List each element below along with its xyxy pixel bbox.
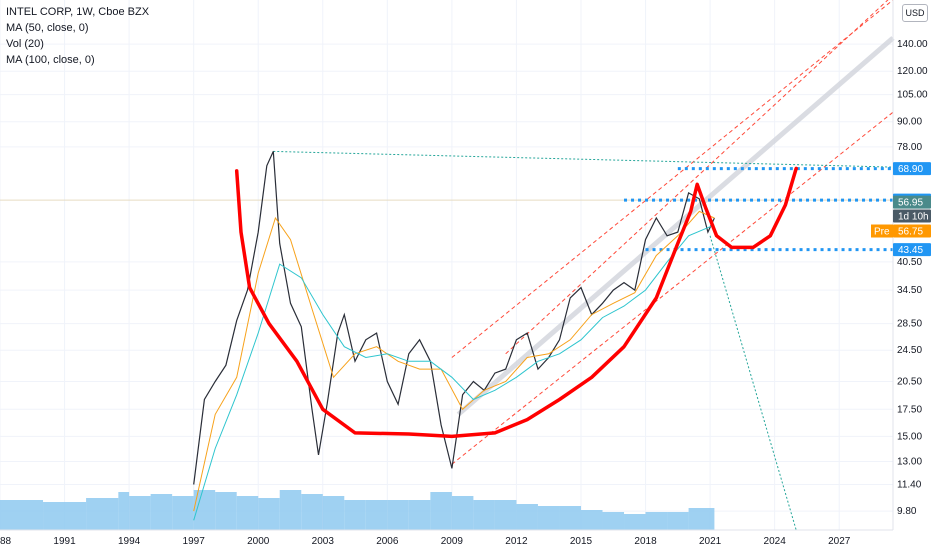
volume-bar xyxy=(537,506,560,530)
y-tick-label: 120.00 xyxy=(897,66,928,77)
price-badge-text: 56.95 xyxy=(898,198,923,209)
volume-bar xyxy=(430,492,452,530)
volume-bar xyxy=(473,500,495,530)
volume-bar xyxy=(279,490,302,530)
x-tick-label: 2006 xyxy=(376,536,399,547)
volume-bar xyxy=(322,496,345,530)
y-tick-label: 15.00 xyxy=(897,431,922,442)
price-badge-text: 56.75 xyxy=(898,227,923,238)
price-badge-text: 43.45 xyxy=(898,245,923,256)
x-tick-label: 1994 xyxy=(118,536,141,547)
volume-bar xyxy=(494,500,517,530)
x-tick-label: 2021 xyxy=(699,536,722,547)
volume-bar xyxy=(215,492,237,530)
volume-bar xyxy=(43,502,87,530)
volume-bar xyxy=(602,512,625,530)
volume-bar xyxy=(86,498,119,530)
y-tick-label: 11.40 xyxy=(897,480,922,491)
volume-bar xyxy=(624,514,646,530)
y-tick-label: 78.00 xyxy=(897,142,922,153)
legend-ma50[interactable]: MA (50, close, 0) xyxy=(6,22,89,34)
price-badge xyxy=(893,224,931,238)
volume-bar xyxy=(118,492,130,530)
x-tick-label: 2024 xyxy=(764,536,787,547)
trend-band xyxy=(456,36,895,417)
price-badge xyxy=(893,209,931,223)
y-tick-label: 40.50 xyxy=(897,257,922,268)
trend-drawings xyxy=(0,0,895,531)
price-line xyxy=(193,151,715,485)
volume-bar xyxy=(408,500,431,530)
chart-legend: INTEL CORP, 1W, Cboe BZX MA (50, close, … xyxy=(6,4,149,68)
y-tick-label: 105.00 xyxy=(897,90,928,101)
volume-bar xyxy=(193,490,216,530)
volume-bar xyxy=(559,506,581,530)
volume-bar xyxy=(258,498,280,530)
price-badge-prefix xyxy=(871,224,893,238)
volume-bar xyxy=(451,496,474,530)
y-tick-label: 9.80 xyxy=(897,506,917,517)
legend-ma100[interactable]: MA (100, close, 0) xyxy=(6,54,95,66)
volume-bar xyxy=(580,510,603,530)
x-tick-label: 2018 xyxy=(634,536,657,547)
cup-and-handle-drawing xyxy=(234,166,798,439)
price-badge xyxy=(893,243,931,257)
volume-bar xyxy=(344,500,366,530)
volume-bar xyxy=(645,512,668,530)
legend-symbol[interactable]: INTEL CORP, 1W, Cboe BZX xyxy=(6,6,150,18)
volume-bar xyxy=(301,494,323,530)
volume-bar xyxy=(387,500,409,530)
volume-bar xyxy=(667,512,689,530)
price-series xyxy=(193,151,715,521)
volume-bar xyxy=(172,496,194,530)
volume-bar xyxy=(236,496,259,530)
price-badge xyxy=(893,162,931,176)
y-tick-label: 24.50 xyxy=(897,345,922,356)
y-tick-label: 34.50 xyxy=(897,285,922,296)
x-tick-label: 1991 xyxy=(53,536,76,547)
grid xyxy=(0,0,893,530)
x-tick-label: 2003 xyxy=(312,536,335,547)
volume-bar xyxy=(516,504,538,530)
volume-bar xyxy=(688,508,715,530)
projection-line xyxy=(709,235,797,531)
y-tick-label: 140.00 xyxy=(897,39,928,50)
y-tick-label: 13.00 xyxy=(897,456,922,467)
x-tick-label: 2000 xyxy=(247,536,270,547)
ma100-line xyxy=(193,224,715,521)
legend-volume[interactable]: Vol (20) xyxy=(6,38,44,50)
channel-line xyxy=(451,0,894,358)
y-tick-label: 17.50 xyxy=(897,404,922,415)
x-tick-label: 1988 xyxy=(0,536,12,547)
price-badge-text: 68.90 xyxy=(898,164,923,175)
x-tick-label: 2012 xyxy=(505,536,528,547)
channel-line xyxy=(451,111,894,465)
x-tick-label: 1997 xyxy=(183,536,206,547)
currency-button[interactable]: USD xyxy=(902,4,928,22)
x-tick-label: 2009 xyxy=(441,536,464,547)
x-tick-label: 2015 xyxy=(570,536,593,547)
volume-bar xyxy=(365,500,388,530)
price-badge xyxy=(893,195,931,209)
volume-bars xyxy=(0,490,715,530)
y-tick-label: 28.50 xyxy=(897,319,922,330)
channel-line xyxy=(505,0,889,355)
ma50-line xyxy=(193,210,715,512)
y-tick-label: 20.50 xyxy=(897,376,922,387)
price-badge-text: 1d 10h xyxy=(898,212,929,223)
volume-bar xyxy=(129,496,151,530)
cup-handle-curve xyxy=(234,166,798,439)
top-trendline xyxy=(273,150,894,168)
volume-bar xyxy=(150,494,173,530)
volume-bar xyxy=(0,500,44,530)
x-tick-label: 2027 xyxy=(828,536,851,547)
price-badge-prefix-text: Pre xyxy=(874,227,890,238)
y-tick-label: 90.00 xyxy=(897,117,922,128)
